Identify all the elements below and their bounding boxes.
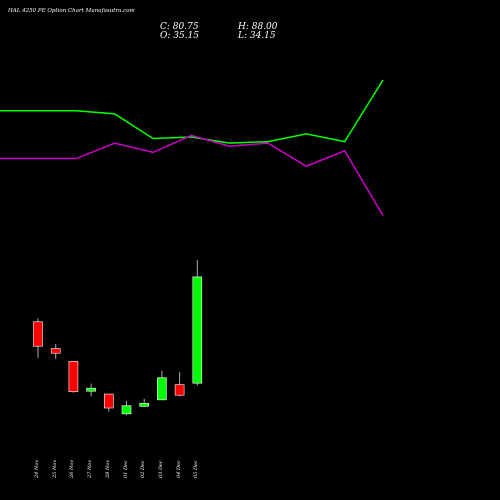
x-tick-label: 05 Dec xyxy=(193,460,200,478)
low-label: L: 34.15 xyxy=(238,31,276,41)
candle-body xyxy=(104,393,114,409)
candle-body xyxy=(86,387,96,392)
x-tick-label: 26 Nov xyxy=(69,459,76,478)
candle-body xyxy=(68,361,79,392)
indicator-line-1 xyxy=(0,79,384,144)
candle-body xyxy=(174,384,185,396)
candle-9 xyxy=(174,371,185,397)
candle-body xyxy=(192,276,203,384)
candle-body xyxy=(157,377,167,401)
x-tick-label: 02 Dec xyxy=(140,460,147,478)
x-tick-label: 01 Dec xyxy=(122,460,129,478)
high-label: H: 88.00 xyxy=(238,22,278,32)
candle-8 xyxy=(157,370,167,401)
x-tick-label: 27 Nov xyxy=(87,459,94,478)
candle-5 xyxy=(104,393,114,412)
candle-10 xyxy=(192,260,203,386)
x-tick-label: 25 Nov xyxy=(51,459,58,478)
candle-2 xyxy=(50,343,61,360)
candle-body xyxy=(121,405,132,415)
indicator-line-2 xyxy=(0,134,384,216)
x-tick-label: 03 Dec xyxy=(157,460,164,478)
candle-7 xyxy=(139,398,149,407)
close-label: C: 80.75 xyxy=(160,22,199,32)
x-tick-label: 28 Nov xyxy=(104,459,111,478)
candle-3 xyxy=(68,361,79,393)
candle-1 xyxy=(33,318,43,358)
candle-body xyxy=(139,403,149,407)
open-label: O: 35.15 xyxy=(160,31,200,41)
candle-body xyxy=(50,348,61,354)
chart-title: HAL 4250 PE Option Chart Munafasutra.com xyxy=(8,8,135,14)
x-tick-label: 04 Dec xyxy=(175,460,182,478)
candle-body xyxy=(33,321,43,347)
x-tick-label: 24 Nov xyxy=(34,459,40,478)
candle-6 xyxy=(121,401,132,415)
candle-4 xyxy=(86,383,96,397)
